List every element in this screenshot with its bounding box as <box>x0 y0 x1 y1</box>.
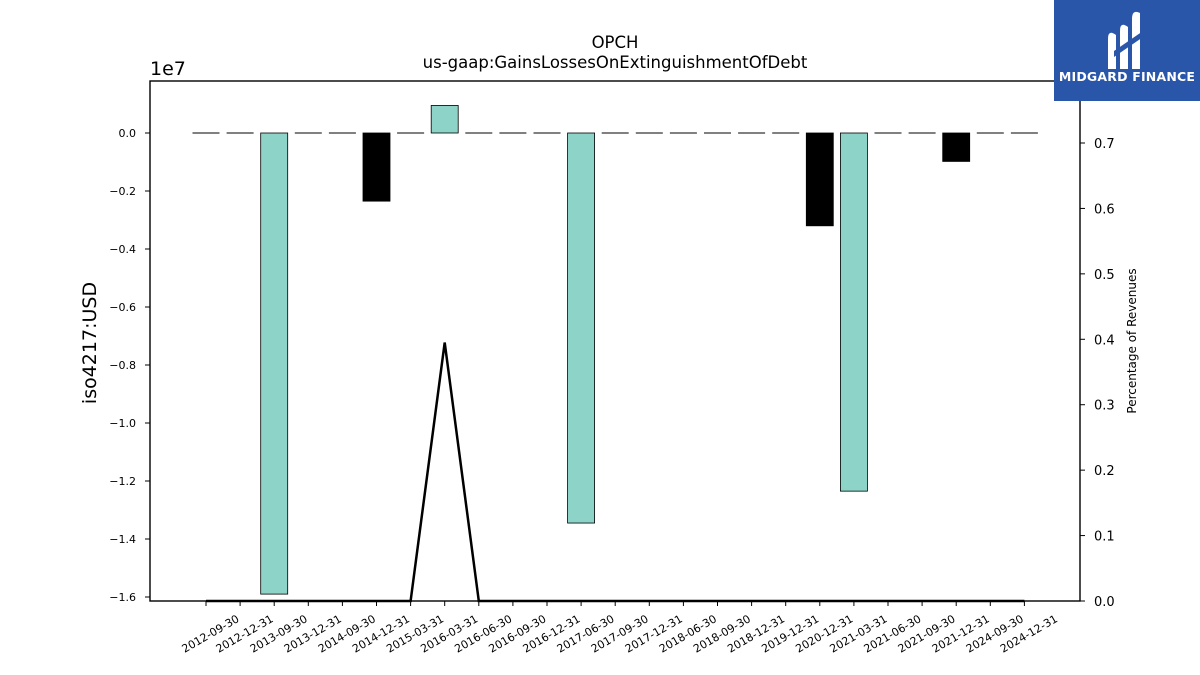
bar <box>840 132 868 492</box>
y-ticks-group: 0.0 −0.2 −0.4 −0.6 −0.8 −1.0 −1.2 −1.4 −1.6 <box>109 127 150 604</box>
y-tick-label: −1.2 <box>109 475 136 488</box>
y-tick-label: −0.2 <box>109 185 136 198</box>
bar <box>805 132 834 227</box>
percentage-line <box>206 342 1025 603</box>
y2-tick-label: 0.3 <box>1094 399 1115 414</box>
bar <box>567 132 595 524</box>
chart-title: OPCH <box>592 33 639 52</box>
y-tick-label: −0.4 <box>109 243 136 256</box>
plot-frame <box>149 80 1081 602</box>
bar <box>942 132 971 162</box>
y-tick-label: 0.0 <box>119 127 137 140</box>
y-axis-label: iso4217:USD <box>79 282 101 404</box>
y2-axis-label: Percentage of Revenues <box>1125 268 1139 413</box>
y-tick-label: −1.4 <box>109 533 136 546</box>
bar <box>362 132 391 202</box>
y-tick-label: −0.6 <box>109 301 136 314</box>
bars-group <box>192 105 1038 595</box>
x-ticks-group: 2012-09-302012-12-312013-09-302013-12-31… <box>180 601 1060 656</box>
y2-tick-label: 0.2 <box>1094 464 1115 479</box>
y-tick-label: −0.8 <box>109 359 136 372</box>
y2-tick-label: 0.7 <box>1094 137 1115 152</box>
y2-tick-label: 0.5 <box>1094 268 1115 283</box>
brand-logo: MIDGARD FINANCE <box>1054 0 1200 101</box>
y2-tick-label: 0.0 <box>1094 595 1115 610</box>
y-offset-label: 1e7 <box>150 58 186 80</box>
bar <box>260 132 289 595</box>
y2-tick-label: 0.1 <box>1094 530 1115 545</box>
midgard-m-logo-icon <box>1108 11 1146 69</box>
line-group <box>206 342 1025 603</box>
y2-ticks-group: 0.0 0.1 0.2 0.3 0.4 0.5 0.6 0.7 <box>1080 137 1115 610</box>
chart-subtitle: us-gaap:GainsLossesOnExtinguishmentOfDeb… <box>423 53 808 72</box>
y2-tick-label: 0.6 <box>1094 202 1115 217</box>
bar <box>430 105 459 134</box>
y-tick-label: −1.6 <box>109 591 136 604</box>
y-tick-label: −1.0 <box>109 417 136 430</box>
y2-tick-label: 0.4 <box>1094 333 1115 348</box>
brand-name: MIDGARD FINANCE <box>1058 69 1196 84</box>
